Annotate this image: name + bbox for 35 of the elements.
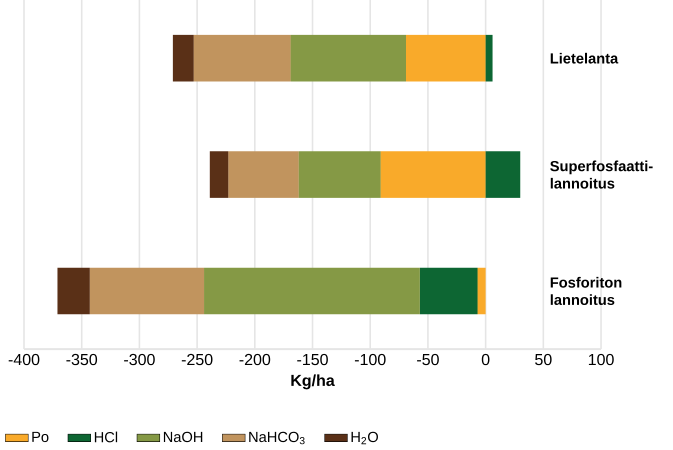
x-tick-label: -150	[297, 354, 328, 365]
x-tick-label: -100	[354, 354, 386, 365]
x-tick-label: -400	[8, 354, 40, 365]
bar	[486, 34, 493, 82]
x-tick-label: 0	[482, 354, 490, 365]
x-tick-label: -250	[182, 354, 212, 365]
bar	[420, 267, 478, 314]
bar	[204, 267, 420, 314]
bar	[406, 34, 486, 82]
legend-label: HCl	[94, 431, 118, 442]
legend-label: NaHCO$_{3}$	[249, 432, 305, 444]
x-tick-label: 50	[535, 354, 552, 365]
bar	[57, 267, 90, 314]
bar	[486, 151, 520, 198]
x-axis-title: Kg/ha	[291, 374, 335, 390]
x-tick-label: -50	[417, 354, 439, 365]
legend-label: NaOH	[164, 432, 202, 442]
bar	[298, 151, 381, 198]
y-tick-label: Lietelanta	[550, 52, 618, 64]
bar	[90, 267, 204, 314]
x-tick-label: -200	[240, 354, 270, 365]
legend-label: Po	[32, 432, 48, 442]
x-tick-label: -350	[66, 354, 98, 365]
y-tick-label: Superfosfaatti-lannoitus	[550, 160, 653, 188]
bar	[210, 151, 228, 198]
bar	[290, 34, 406, 82]
bar	[172, 34, 194, 82]
bar	[194, 34, 291, 82]
x-tick-label: -300	[124, 354, 155, 365]
legend-label: H$_{2}$O	[352, 432, 378, 444]
bar	[228, 151, 299, 198]
y-tick-label: Fosforiton lannoitus	[550, 276, 622, 305]
bar	[478, 267, 486, 314]
x-tick-label: 100	[588, 354, 614, 365]
bar	[380, 151, 486, 198]
